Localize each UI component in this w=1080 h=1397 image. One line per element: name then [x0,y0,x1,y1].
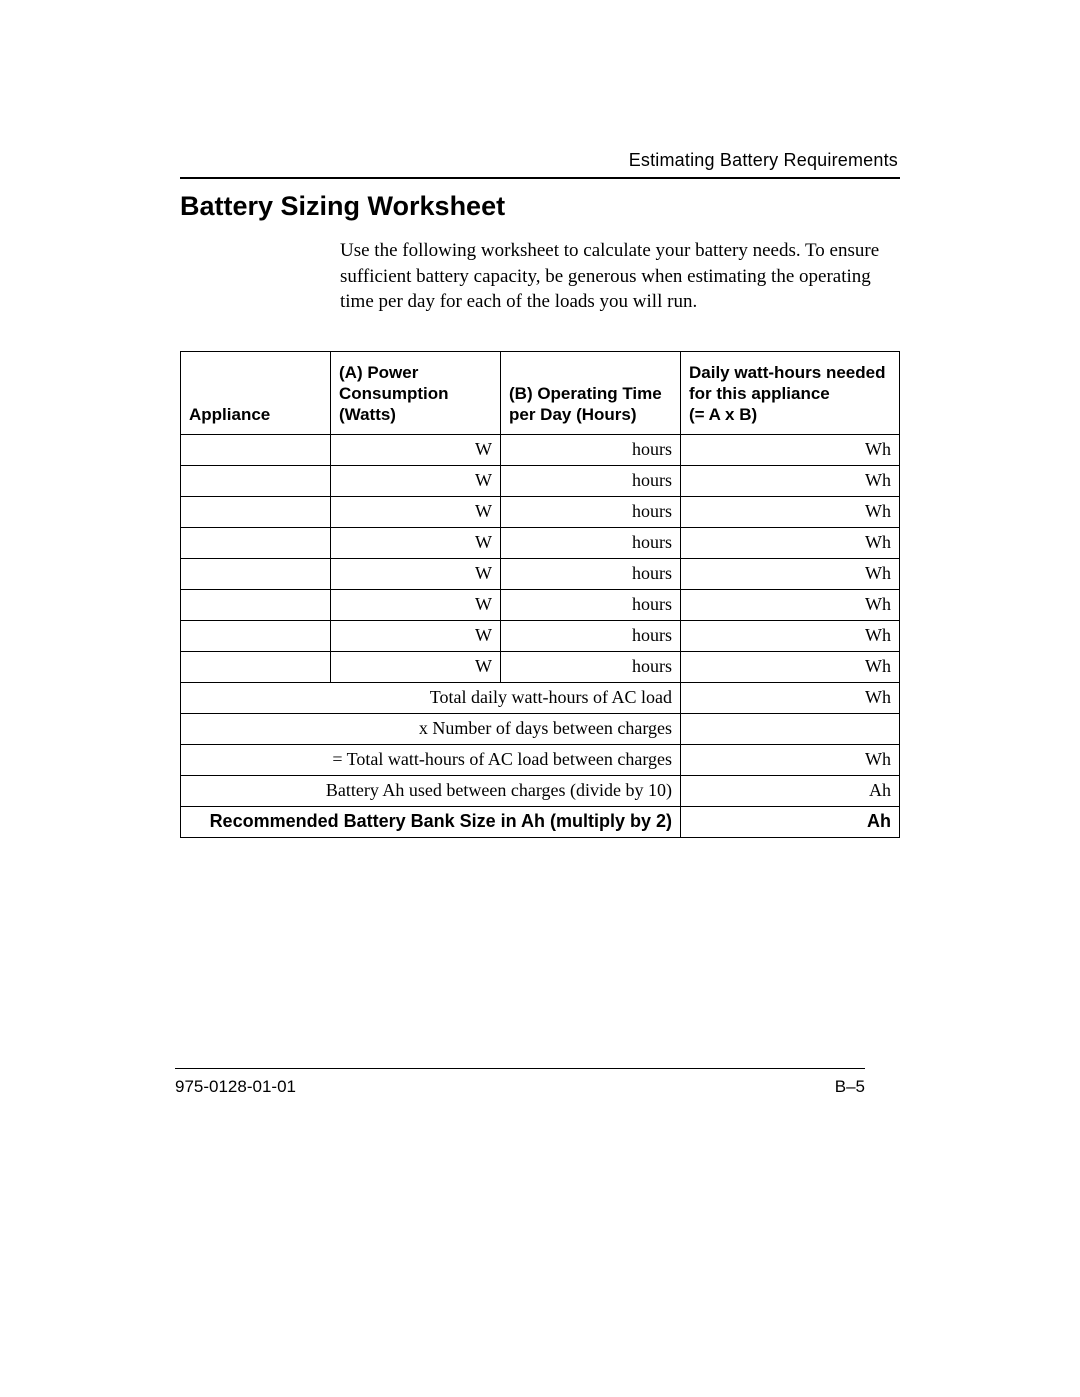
cell-wh-unit: Wh [681,496,900,527]
page: Estimating Battery Requirements Battery … [0,0,1080,1397]
cell-power-unit: W [331,558,501,589]
summary-row-days: x Number of days between charges [181,713,900,744]
summary-days-label: x Number of days between charges [181,713,681,744]
cell-power-unit: W [331,434,501,465]
cell-hours-unit: hours [501,589,681,620]
cell-appliance [181,527,331,558]
cell-power-unit: W [331,589,501,620]
cell-wh-unit: Wh [681,434,900,465]
cell-wh-unit: Wh [681,589,900,620]
page-footer: 975-0128-01-01 B–5 [175,1068,865,1097]
summary-row-total-between: = Total watt-hours of AC load between ch… [181,744,900,775]
cell-hours-unit: hours [501,527,681,558]
table-row: WhoursWh [181,620,900,651]
table-header-row: Appliance (A) Power Consumption (Watts) … [181,351,900,434]
cell-appliance [181,434,331,465]
cell-wh-unit: Wh [681,558,900,589]
table-row: WhoursWh [181,589,900,620]
cell-hours-unit: hours [501,651,681,682]
cell-wh-unit: Wh [681,620,900,651]
section-title: Battery Sizing Worksheet [180,191,900,222]
running-head: Estimating Battery Requirements [180,150,900,171]
table-row: WhoursWh [181,527,900,558]
summary-ah-unit: Ah [681,775,900,806]
cell-hours-unit: hours [501,558,681,589]
cell-hours-unit: hours [501,465,681,496]
table-row: WhoursWh [181,496,900,527]
cell-hours-unit: hours [501,434,681,465]
worksheet-table: Appliance (A) Power Consumption (Watts) … [180,351,900,838]
table-row: WhoursWh [181,434,900,465]
cell-appliance [181,496,331,527]
summary-days-value [681,713,900,744]
col-power: (A) Power Consumption (Watts) [331,351,501,434]
cell-power-unit: W [331,527,501,558]
summary-total-label: Total daily watt-hours of AC load [181,682,681,713]
cell-appliance [181,465,331,496]
table-row: WhoursWh [181,558,900,589]
summary-ah-label: Battery Ah used between charges (divide … [181,775,681,806]
cell-wh-unit: Wh [681,651,900,682]
summary-row-ah: Battery Ah used between charges (divide … [181,775,900,806]
summary-total-between-label: = Total watt-hours of AC load between ch… [181,744,681,775]
cell-hours-unit: hours [501,620,681,651]
cell-power-unit: W [331,651,501,682]
col-optime: (B) Operating Time per Day (Hours) [501,351,681,434]
cell-wh-unit: Wh [681,465,900,496]
cell-power-unit: W [331,496,501,527]
col-daily-wh: Daily watt-hours needed for this applian… [681,351,900,434]
cell-hours-unit: hours [501,496,681,527]
cell-appliance [181,620,331,651]
summary-row-final: Recommended Battery Bank Size in Ah (mul… [181,806,900,837]
summary-total-unit: Wh [681,682,900,713]
footer-rule [175,1068,865,1069]
summary-row-total: Total daily watt-hours of AC load Wh [181,682,900,713]
cell-wh-unit: Wh [681,527,900,558]
footer-docnum: 975-0128-01-01 [175,1077,296,1097]
intro-paragraph: Use the following worksheet to calculate… [340,238,890,315]
table-row: WhoursWh [181,465,900,496]
cell-appliance [181,558,331,589]
cell-power-unit: W [331,465,501,496]
table-row: WhoursWh [181,651,900,682]
cell-appliance [181,589,331,620]
summary-final-unit: Ah [681,806,900,837]
summary-final-label: Recommended Battery Bank Size in Ah (mul… [181,806,681,837]
cell-power-unit: W [331,620,501,651]
footer-page: B–5 [835,1077,865,1097]
col-appliance: Appliance [181,351,331,434]
header-rule [180,177,900,179]
summary-total-between-unit: Wh [681,744,900,775]
cell-appliance [181,651,331,682]
